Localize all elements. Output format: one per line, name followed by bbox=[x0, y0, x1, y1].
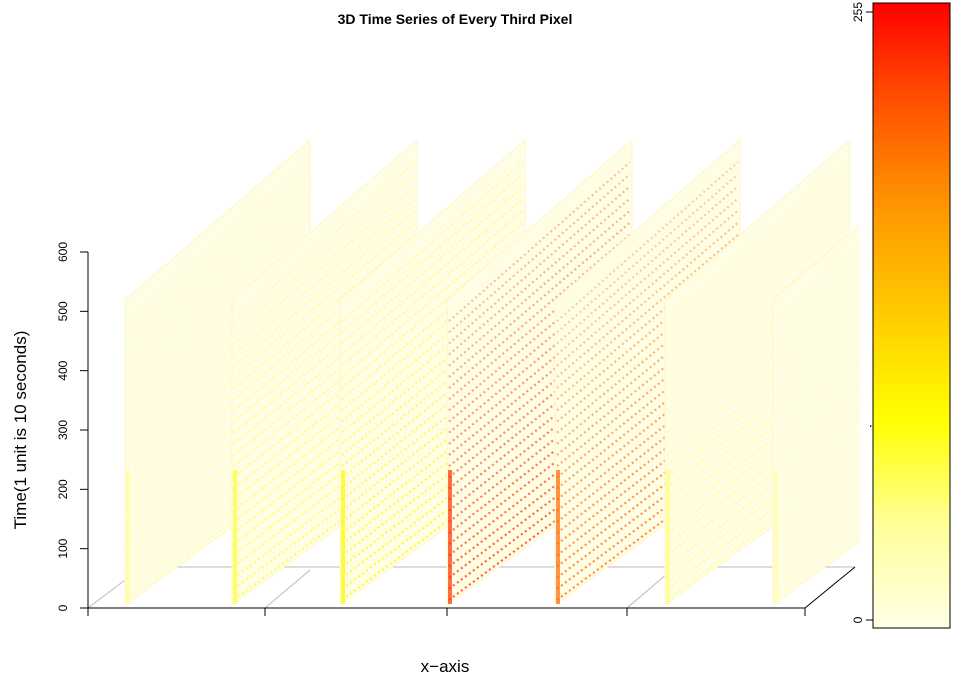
z-tick-label: 400 bbox=[56, 360, 70, 380]
box-line bbox=[87, 579, 126, 609]
chart-title: 3D Time Series of Every Third Pixel bbox=[338, 11, 573, 27]
slice-stripe bbox=[126, 367, 309, 512]
z-tick-label: 0 bbox=[56, 604, 70, 611]
slice-stripe bbox=[233, 306, 416, 456]
slice-stripe bbox=[341, 355, 524, 501]
box-line bbox=[804, 566, 856, 609]
x-axis-label: x−axis bbox=[421, 657, 470, 676]
slice-stripe bbox=[233, 342, 416, 490]
slice-stripe bbox=[233, 367, 416, 512]
slice-stripe bbox=[448, 367, 631, 512]
slice bbox=[772, 224, 860, 606]
slice-stripe bbox=[126, 342, 309, 490]
slice-stripe bbox=[448, 173, 631, 334]
slice-stripe bbox=[556, 330, 739, 479]
panels bbox=[124, 138, 860, 606]
slice-stripe bbox=[126, 318, 309, 468]
slice-stripe bbox=[556, 161, 739, 322]
slice-stripe bbox=[556, 173, 739, 334]
slice-stripe bbox=[556, 342, 739, 490]
slice-stripe bbox=[448, 342, 631, 490]
z-tick-label: 300 bbox=[56, 420, 70, 440]
colorbar-tick-label: 255 bbox=[851, 2, 865, 22]
slice-stripe bbox=[341, 342, 524, 490]
slice-stripe bbox=[448, 330, 631, 479]
slice-stripe bbox=[666, 173, 849, 334]
slice-stripe bbox=[126, 330, 309, 479]
colorbar bbox=[872, 2, 951, 629]
slice-stripe bbox=[126, 355, 309, 501]
slice-stripe bbox=[126, 306, 309, 456]
slice-stripe bbox=[341, 367, 524, 512]
z-tick-label: 200 bbox=[56, 479, 70, 499]
slice-stripe bbox=[774, 245, 860, 322]
slice-stripe bbox=[448, 355, 631, 501]
slice-stripe bbox=[666, 355, 849, 501]
slice-stripe bbox=[233, 173, 416, 334]
slice-stripe bbox=[233, 318, 416, 468]
axes: 0 100 200 300 400 500 600 bbox=[56, 242, 806, 616]
z-tick-label: 600 bbox=[56, 242, 70, 262]
slice-stripe bbox=[556, 355, 739, 501]
slice-stripe bbox=[666, 330, 849, 479]
slice-stripe bbox=[233, 330, 416, 479]
slice-stripe bbox=[233, 355, 416, 501]
slice-stripe bbox=[666, 306, 849, 456]
slice-stripe bbox=[341, 330, 524, 479]
slice-stripe bbox=[666, 367, 849, 512]
slice-stripe bbox=[341, 161, 524, 322]
slice-stripe bbox=[341, 173, 524, 334]
slice-panel bbox=[772, 224, 860, 606]
slice-stripe bbox=[233, 161, 416, 322]
slice-stripe bbox=[448, 306, 631, 456]
slice-stripe bbox=[126, 161, 309, 322]
slice-stripe bbox=[126, 173, 309, 334]
z-axis-label: Time(1 unit is 10 seconds) bbox=[11, 331, 30, 530]
slice-stripe bbox=[666, 161, 849, 322]
colorbar-tick-label: 0 bbox=[851, 616, 865, 623]
slice-stripe bbox=[556, 367, 739, 512]
z-tick-label: 500 bbox=[56, 301, 70, 321]
slice-stripe bbox=[341, 306, 524, 456]
z-tick-label: 100 bbox=[56, 538, 70, 558]
slice-stripe bbox=[448, 161, 631, 322]
slice-stripe bbox=[448, 318, 631, 468]
slice-stripe bbox=[666, 342, 849, 490]
box-line bbox=[626, 572, 669, 609]
slice-stripe bbox=[556, 306, 739, 456]
box-line bbox=[264, 569, 311, 609]
slice-stripe bbox=[341, 318, 524, 468]
slice-stripe bbox=[666, 318, 849, 468]
slice-stripe bbox=[556, 318, 739, 468]
slice-stripe bbox=[774, 256, 860, 334]
